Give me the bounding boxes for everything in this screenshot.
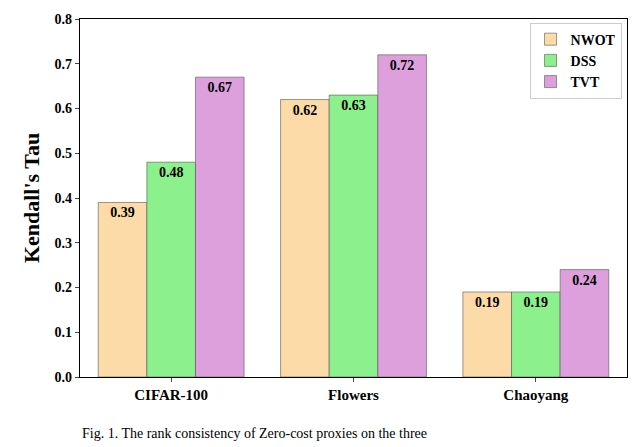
svg-text:Kendall's Tau: Kendall's Tau xyxy=(19,133,44,263)
svg-text:0.19: 0.19 xyxy=(475,295,500,310)
svg-text:0.3: 0.3 xyxy=(55,236,73,251)
svg-text:0.7: 0.7 xyxy=(55,57,73,72)
svg-text:0.6: 0.6 xyxy=(55,101,73,116)
svg-text:0.19: 0.19 xyxy=(524,295,549,310)
svg-text:0.0: 0.0 xyxy=(55,370,73,385)
svg-text:0.62: 0.62 xyxy=(293,103,318,118)
svg-text:0.2: 0.2 xyxy=(55,280,73,295)
svg-text:0.24: 0.24 xyxy=(572,273,597,288)
svg-text:0.48: 0.48 xyxy=(159,165,184,180)
svg-text:CIFAR-100: CIFAR-100 xyxy=(134,387,208,403)
svg-text:Fig. 1. The rank consistency o: Fig. 1. The rank consistency of Zero-cos… xyxy=(82,426,427,441)
svg-text:0.8: 0.8 xyxy=(55,12,73,27)
svg-text:DSS: DSS xyxy=(571,54,597,69)
svg-text:0.1: 0.1 xyxy=(55,325,73,340)
svg-text:0.4: 0.4 xyxy=(55,191,73,206)
svg-text:TVT: TVT xyxy=(571,75,600,90)
svg-text:Flowers: Flowers xyxy=(328,387,379,403)
svg-text:0.39: 0.39 xyxy=(110,205,135,220)
svg-text:0.63: 0.63 xyxy=(341,98,366,113)
svg-text:0.5: 0.5 xyxy=(55,146,73,161)
svg-text:0.72: 0.72 xyxy=(390,58,415,73)
svg-text:Chaoyang: Chaoyang xyxy=(503,387,569,403)
svg-text:0.67: 0.67 xyxy=(208,80,233,95)
svg-text:NWOT: NWOT xyxy=(571,33,616,48)
